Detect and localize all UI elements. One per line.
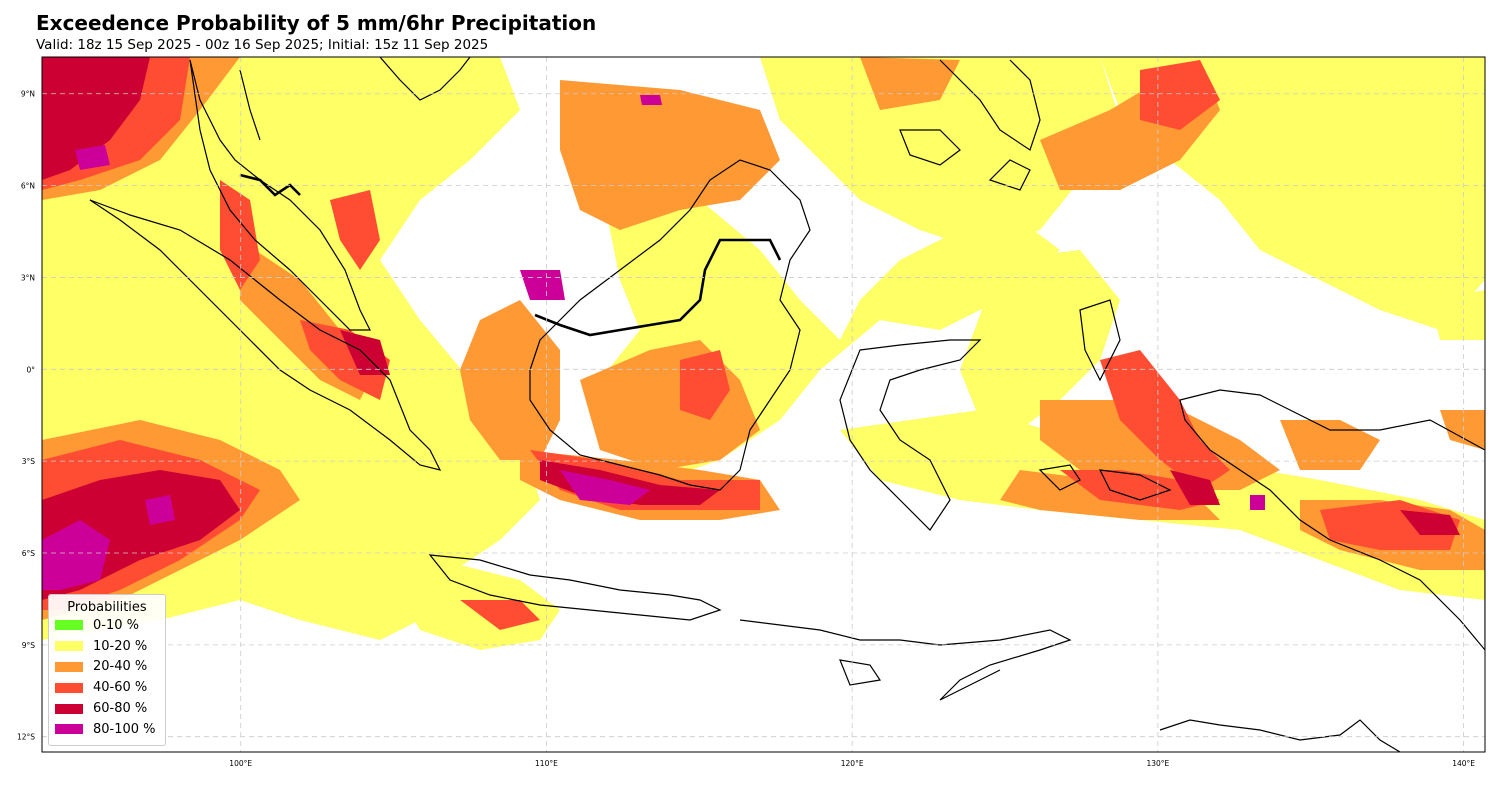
legend-item: 20-40 %: [49, 657, 165, 678]
legend-swatch: [55, 620, 83, 631]
borneo-border: [534, 238, 782, 337]
latitude-tick-label: 0°: [26, 365, 35, 374]
legend-item: 0-10 %: [49, 615, 165, 636]
legend-item: 40-60 %: [49, 677, 165, 698]
legend-label: 80-100 %: [93, 721, 156, 737]
thailand-malaysia-border: [239, 173, 301, 197]
new-guinea-coast: [1179, 389, 1485, 651]
legend-label: 10-20 %: [93, 638, 148, 654]
map-title: Exceedence Probability of 5 mm/6hr Preci…: [36, 11, 597, 35]
borders: [239, 173, 782, 337]
longitude-tick-labels: 100°E 110°E 120°E 130°E 140°E: [229, 759, 1475, 768]
map-frame: [41, 56, 1486, 753]
map-subtitle: Valid: 18z 15 Sep 2025 - 00z 16 Sep 2025…: [36, 37, 489, 53]
longitude-tick-label: 140°E: [1452, 759, 1475, 768]
legend-label: 0-10 %: [93, 617, 139, 633]
latitude-tick-label: 6°N: [21, 182, 35, 191]
latitude-tick-label: 12°S: [17, 733, 35, 742]
longitude-tick-label: 120°E: [841, 759, 864, 768]
coastlines: [89, 57, 1485, 752]
sulawesi-coast: [839, 339, 982, 531]
malay-peninsula-coast: [189, 59, 371, 331]
indochina-coast: [239, 57, 471, 141]
legend: Probabilities 0-10 % 10-20 % 20-40 % 40-…: [48, 594, 166, 746]
legend-label: 40-60 %: [93, 680, 148, 696]
latitude-tick-label: 9°N: [21, 90, 35, 99]
legend-label: 60-80 %: [93, 701, 148, 717]
latitude-tick-label: 9°S: [22, 641, 36, 650]
legend-swatch: [55, 661, 83, 672]
probability-layer-80-100: [42, 95, 1265, 590]
nusa-tenggara-coast: [739, 619, 1072, 701]
legend-item: 10-20 %: [49, 636, 165, 657]
latitude-tick-label: 3°N: [21, 273, 35, 282]
borneo-coast: [529, 159, 811, 491]
legend-title: Probabilities: [67, 600, 147, 615]
legend-swatch: [55, 682, 83, 693]
legend-swatch: [55, 641, 83, 652]
java-coast: [428, 554, 722, 621]
gridlines: [42, 57, 1485, 752]
longitude-tick-label: 100°E: [229, 759, 252, 768]
latitude-tick-label: 6°S: [22, 549, 36, 558]
philippines-coast: [899, 59, 1041, 191]
maluku-coast: [1038, 299, 1172, 501]
australia-coast: [1159, 719, 1401, 752]
legend-swatch: [55, 724, 83, 735]
legend-label: 20-40 %: [93, 659, 148, 675]
sumatra-coast: [89, 199, 442, 471]
latitude-tick-label: 3°S: [22, 457, 36, 466]
legend-item: 80-100 %: [49, 719, 165, 740]
longitude-tick-label: 110°E: [535, 759, 558, 768]
latitude-tick-labels: 9°N 6°N 3°N 0° 3°S 6°S 9°S 12°S: [17, 90, 35, 742]
legend-item: 60-80 %: [49, 698, 165, 719]
legend-swatch: [55, 703, 83, 714]
longitude-tick-label: 130°E: [1146, 759, 1169, 768]
